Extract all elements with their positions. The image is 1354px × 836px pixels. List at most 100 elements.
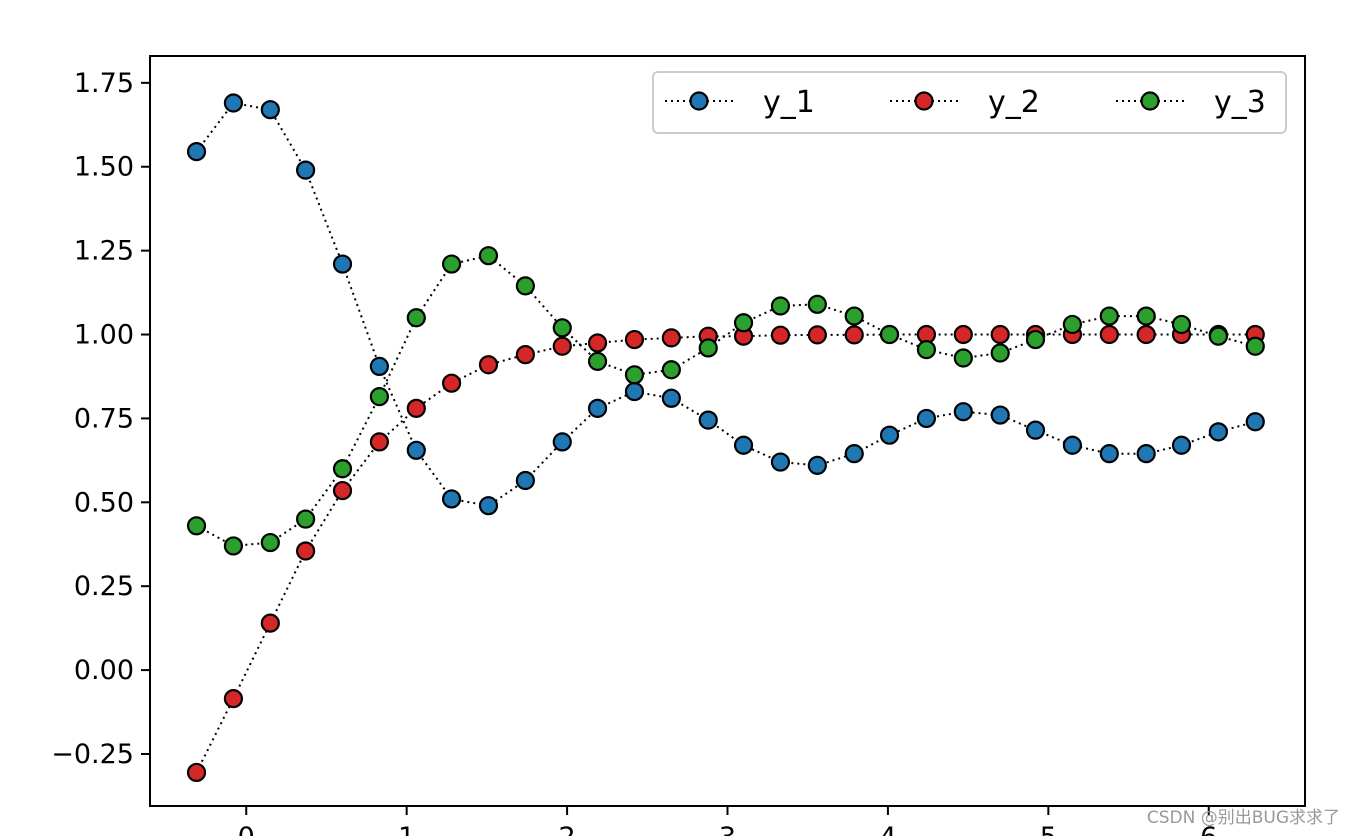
y-tick-label: 1.25: [74, 236, 134, 267]
data-point-y_3: [332, 459, 353, 479]
data-point-y_2: [807, 325, 827, 345]
data-point-y_1: [1062, 435, 1082, 455]
legend-marker: [914, 91, 934, 111]
data-point-y_1: [223, 93, 244, 113]
y-tick-label: 0.25: [74, 571, 134, 602]
data-point-y_1: [260, 100, 280, 120]
x-tick-label: 2: [558, 822, 575, 836]
data-point-y_1: [770, 452, 791, 472]
y-tick-label: 0.00: [74, 655, 134, 686]
legend-marker: [1140, 91, 1160, 111]
data-point-y_3: [1208, 326, 1228, 346]
x-tick-label: 3: [719, 822, 736, 836]
data-point-y_2: [661, 328, 681, 348]
legend-item-y_3: y_3: [1116, 85, 1266, 120]
data-point-y_3: [661, 360, 681, 380]
data-point-y_2: [515, 345, 535, 365]
data-point-y_1: [1099, 444, 1119, 464]
data-point-y_3: [1062, 314, 1082, 335]
data-point-y_1: [879, 425, 900, 445]
data-point-y_1: [552, 432, 572, 452]
x-tick-label: 4: [879, 822, 896, 836]
data-point-y_1: [1171, 435, 1192, 455]
data-point-y_3: [441, 254, 462, 274]
y-tick-label: −0.25: [51, 739, 134, 770]
data-point-y_2: [552, 336, 572, 356]
series-y_2: [186, 324, 1265, 783]
data-point-y_3: [186, 516, 207, 536]
series-y_3: [186, 246, 1265, 556]
data-point-y_3: [916, 340, 937, 360]
data-point-y_3: [406, 308, 426, 328]
data-point-y_2: [406, 398, 426, 418]
data-point-y_3: [953, 348, 973, 368]
data-point-y_3: [844, 306, 864, 326]
data-point-y_2: [1136, 324, 1156, 345]
data-point-y_1: [1245, 412, 1265, 432]
data-point-y_3: [260, 532, 280, 553]
data-point-y_1: [296, 160, 316, 180]
legend-marker: [689, 91, 709, 111]
legend-label: y_3: [1214, 85, 1266, 120]
data-point-y_2: [332, 480, 353, 501]
data-point-y_2: [441, 373, 462, 393]
data-point-y_3: [698, 338, 718, 358]
data-point-y_1: [1136, 444, 1156, 464]
series-line-y_1: [195, 101, 1256, 507]
data-point-y_2: [260, 613, 280, 633]
legend-label: y_2: [988, 85, 1040, 120]
data-point-y_1: [844, 444, 864, 464]
data-point-y_2: [478, 355, 499, 375]
y-tick-label: 0.50: [74, 487, 134, 518]
y-tick-label: 0.75: [74, 403, 134, 434]
data-point-y_1: [698, 410, 718, 430]
x-tick-label: 6: [1200, 822, 1217, 836]
data-point-y_1: [478, 496, 499, 516]
data-point-y_1: [441, 489, 462, 509]
data-point-y_1: [733, 435, 754, 455]
data-point-y_1: [807, 455, 827, 475]
watermark-text: CSDN @别出BUG求求了: [1146, 808, 1340, 828]
data-point-y_2: [1099, 324, 1119, 345]
data-point-y_2: [953, 324, 973, 345]
data-point-y_2: [770, 325, 791, 345]
legend-item-y_2: y_2: [890, 85, 1040, 120]
legend: y_1 y_2 y_3: [652, 71, 1287, 134]
data-point-y_1: [953, 402, 973, 422]
y-tick-label: 1.00: [74, 320, 134, 351]
data-point-y_3: [879, 324, 900, 345]
series-y_1: [186, 93, 1265, 516]
data-point-y_3: [223, 536, 244, 556]
y-tick-label: 1.50: [74, 152, 134, 183]
data-point-y_3: [1099, 306, 1119, 326]
data-point-y_2: [844, 325, 864, 345]
plot-area-frame: [149, 55, 1306, 807]
data-point-y_1: [186, 142, 207, 162]
data-point-y_1: [332, 254, 353, 274]
axis-ticks: −0.25 0.00 0.25 0.50 0.75 1.00 1.25 1.50 1.75 0 1 2…: [51, 68, 1217, 836]
data-point-y_1: [1208, 422, 1228, 442]
data-point-y_2: [296, 541, 316, 561]
data-point-y_3: [296, 509, 316, 529]
data-point-y_1: [916, 408, 937, 429]
y-tick-label: 1.75: [74, 68, 134, 99]
data-point-y_3: [1171, 314, 1192, 335]
series-line-y_2: [195, 333, 1256, 773]
x-tick-label: 1: [398, 822, 415, 836]
data-point-y_1: [990, 405, 1010, 425]
data-point-y_2: [624, 329, 645, 350]
data-point-y_3: [807, 294, 827, 314]
data-point-y_2: [369, 432, 389, 452]
data-point-y_3: [587, 351, 608, 371]
data-point-y_1: [515, 470, 535, 491]
data-point-y_2: [587, 333, 608, 353]
data-point-y_1: [406, 440, 426, 460]
data-point-y_1: [1025, 420, 1046, 440]
data-point-y_3: [1245, 336, 1265, 356]
data-point-y_1: [369, 356, 389, 377]
data-point-y_3: [478, 246, 499, 266]
data-point-y_2: [223, 689, 244, 709]
data-point-y_3: [770, 296, 791, 316]
data-point-y_3: [369, 387, 389, 407]
